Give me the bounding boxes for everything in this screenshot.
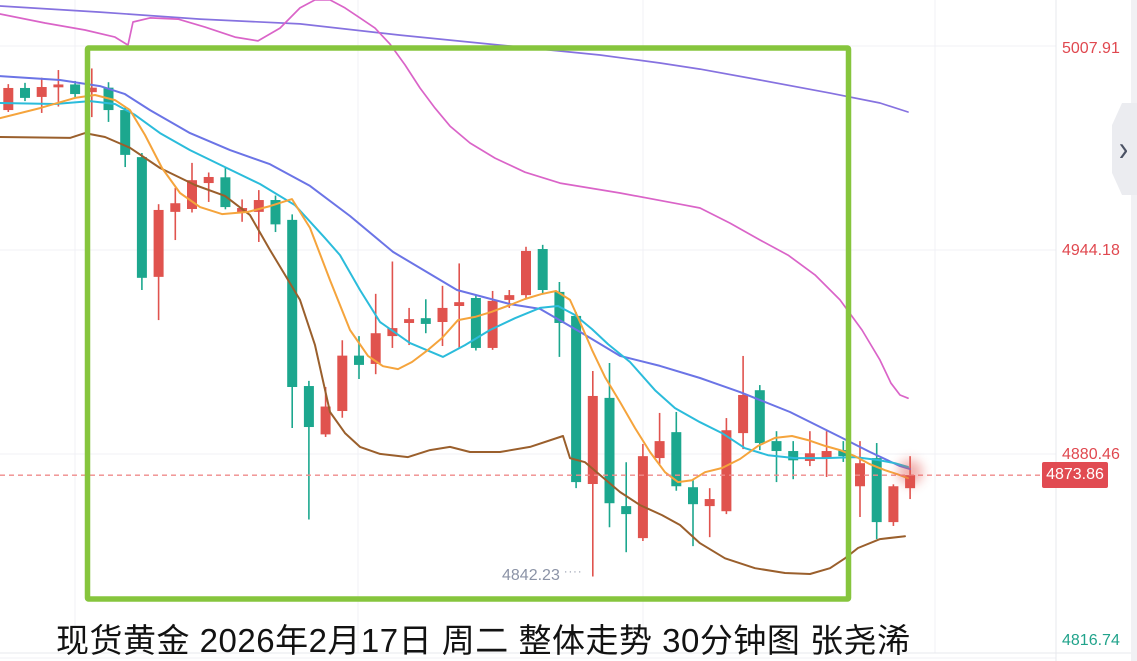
price-axis-label-3: 4880.46	[1062, 446, 1120, 463]
low-price-value: 4842.23	[502, 567, 560, 584]
chart-caption: 现货黄金 2026年2月17日 周二 整体走势 30分钟图 张尧浠	[56, 622, 911, 659]
low-price-marker: 4842.23 ····	[502, 566, 583, 585]
price-axis-label-2: 4944.18	[1062, 242, 1120, 259]
collapse-panel-tab[interactable]: ›	[1112, 103, 1137, 195]
chevron-right-icon: ›	[1118, 129, 1129, 168]
current-price-badge: 4873.86	[1042, 462, 1108, 488]
price-axis-label-1: 5007.91	[1062, 40, 1120, 57]
price-axis-label-4: 4816.74	[1062, 632, 1120, 649]
low-price-leader-dots: ····	[563, 566, 583, 578]
right-edge-strip	[1131, 0, 1137, 661]
